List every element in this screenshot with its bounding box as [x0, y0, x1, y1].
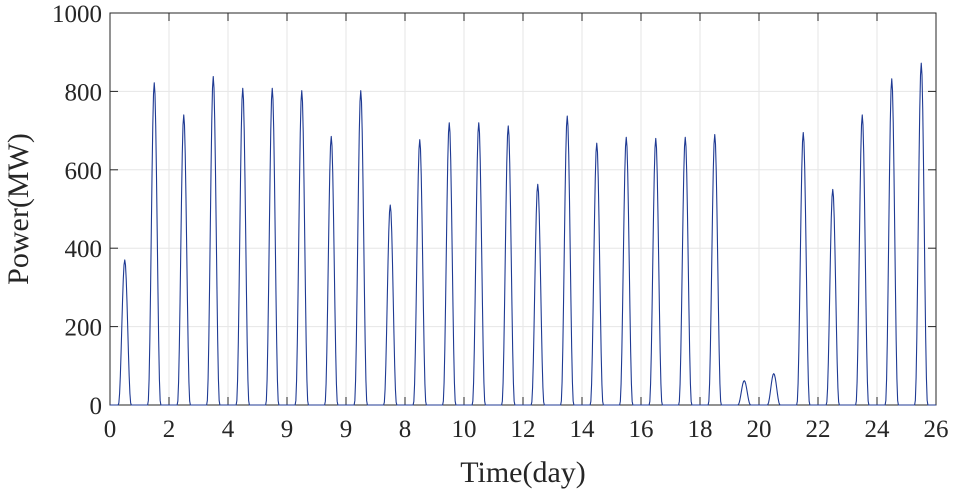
x-tick-label: 22	[806, 416, 831, 443]
x-axis-title: Time(day)	[460, 456, 586, 489]
power-series-line	[110, 62, 936, 406]
x-tick-label: 16	[629, 416, 654, 443]
y-tick-label: 600	[65, 158, 103, 185]
series-layer	[110, 62, 936, 406]
x-tick-label: 9	[340, 416, 353, 443]
x-tick-label: 24	[865, 416, 891, 443]
x-tick-label: 12	[511, 416, 536, 443]
y-tick-label: 800	[65, 79, 103, 106]
axis-ticks: 0 2 4 9 9 8 10 12 14 16 18 20 22 24 260200400600800100…	[52, 1, 949, 443]
x-tick-label: 10	[452, 416, 477, 443]
y-tick-label: 400	[65, 236, 103, 263]
x-tick-label: 14	[570, 416, 596, 443]
x-tick-label: 4	[222, 416, 235, 443]
x-tick-label: 9	[281, 416, 294, 443]
y-tick-label: 200	[65, 315, 103, 342]
x-tick-label: 20	[747, 416, 772, 443]
x-tick-label: 0	[104, 416, 117, 443]
x-tick-label: 18	[688, 416, 713, 443]
grid	[109, 12, 937, 406]
x-tick-label: 8	[399, 416, 412, 443]
y-axis-title: Power(MW)	[2, 133, 35, 285]
y-tick-label: 0	[90, 393, 103, 420]
x-tick-label: 26	[924, 416, 949, 443]
y-tick-label: 1000	[52, 1, 102, 28]
x-tick-label: 2	[163, 416, 176, 443]
